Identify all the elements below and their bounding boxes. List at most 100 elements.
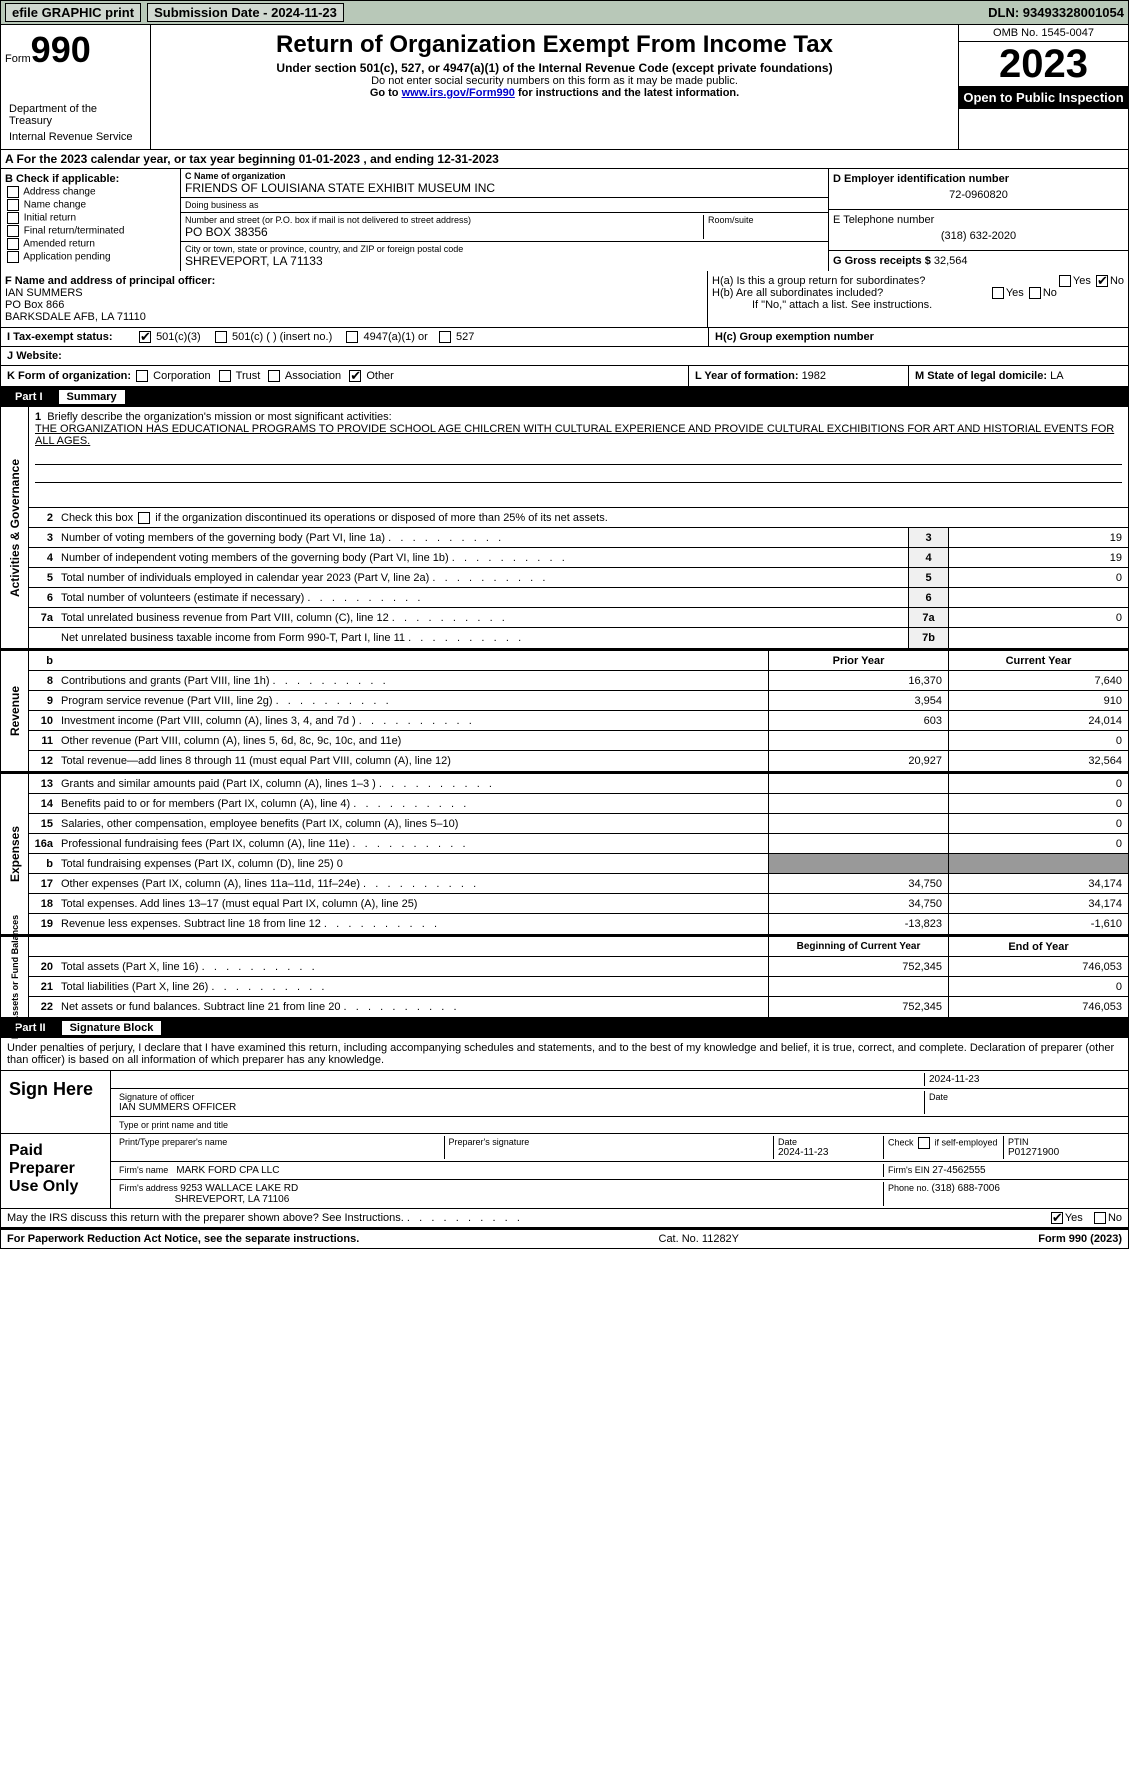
netassets-section: Net Assets or Fund Balances Beginning of… bbox=[0, 935, 1129, 1018]
chk-hb-yes[interactable] bbox=[992, 287, 1004, 299]
omb-number: OMB No. 1545-0047 bbox=[959, 25, 1128, 42]
chk-501c3[interactable] bbox=[139, 331, 151, 343]
header-grid: B Check if applicable: Address change Na… bbox=[0, 169, 1129, 271]
submission-date: Submission Date - 2024-11-23 bbox=[147, 3, 344, 22]
paid-preparer-row: Paid Preparer Use Only Print/Type prepar… bbox=[0, 1134, 1129, 1209]
part1-num: Part I bbox=[7, 391, 51, 403]
form-subtitle: Under section 501(c), 527, or 4947(a)(1)… bbox=[159, 61, 950, 75]
l12-desc: Total revenue—add lines 8 through 11 (mu… bbox=[57, 753, 768, 769]
chk-hb-no[interactable] bbox=[1029, 287, 1041, 299]
firm-addr1: 9253 WALLACE LAKE RD bbox=[180, 1183, 298, 1194]
l19-desc: Revenue less expenses. Subtract line 18 … bbox=[57, 916, 768, 932]
p17: 34,750 bbox=[768, 874, 948, 893]
chk-corp[interactable] bbox=[136, 370, 148, 382]
chk-assoc[interactable] bbox=[268, 370, 280, 382]
row-a-end: 12-31-2023 bbox=[437, 152, 498, 166]
row-a-mid: , and ending bbox=[363, 152, 437, 166]
goto-post: for instructions and the latest informat… bbox=[515, 87, 739, 99]
chk-addr-change[interactable] bbox=[7, 186, 19, 198]
c21: 0 bbox=[948, 977, 1128, 996]
chk-4947[interactable] bbox=[346, 331, 358, 343]
prep-date-lbl: Date bbox=[778, 1137, 879, 1147]
v5: 0 bbox=[948, 568, 1128, 587]
chk-discuss-yes[interactable] bbox=[1051, 1212, 1063, 1224]
c19: -1,610 bbox=[948, 914, 1128, 934]
type-name-lbl: Type or print name and title bbox=[115, 1119, 1124, 1131]
efile-topbar: efile GRAPHIC print Submission Date - 20… bbox=[0, 0, 1129, 25]
dln: DLN: 93493328001054 bbox=[988, 5, 1124, 20]
ssn-warning: Do not enter social security numbers on … bbox=[159, 75, 950, 87]
firm-name-val: MARK FORD CPA LLC bbox=[176, 1165, 279, 1176]
gross-val: 32,564 bbox=[934, 255, 968, 267]
box-m: M State of legal domicile: LA bbox=[908, 366, 1128, 386]
c14: 0 bbox=[948, 794, 1128, 813]
lbl-other: Other bbox=[366, 370, 394, 382]
lbl-ha-no: No bbox=[1110, 275, 1124, 287]
l7b-desc: Net unrelated business taxable income fr… bbox=[57, 630, 908, 646]
org-name-lbl: C Name of organization bbox=[185, 171, 824, 181]
sig-officer-lbl: Signature of officer bbox=[119, 1092, 920, 1102]
lbl-501c3: 501(c)(3) bbox=[156, 331, 201, 343]
p8: 16,370 bbox=[768, 671, 948, 690]
p19: -13,823 bbox=[768, 914, 948, 934]
chk-ha-yes[interactable] bbox=[1059, 275, 1071, 287]
row-a-pre: A For the 2023 calendar year, or tax yea… bbox=[5, 152, 299, 166]
part1-header: Part I Summary bbox=[0, 387, 1129, 407]
l13-desc: Grants and similar amounts paid (Part IX… bbox=[57, 776, 768, 792]
footer-row: For Paperwork Reduction Act Notice, see … bbox=[0, 1228, 1129, 1249]
box-i-opts: 501(c)(3) 501(c) ( ) (insert no.) 4947(a… bbox=[131, 328, 708, 346]
chk-527[interactable] bbox=[439, 331, 451, 343]
firm-ein-lbl: Firm's EIN bbox=[888, 1165, 932, 1175]
l7a-desc: Total unrelated business revenue from Pa… bbox=[57, 610, 908, 626]
l2-desc: Check this box if the organization disco… bbox=[57, 510, 1128, 526]
chk-trust[interactable] bbox=[219, 370, 231, 382]
lbl-ha-yes: Yes bbox=[1073, 275, 1091, 287]
l8-desc: Contributions and grants (Part VIII, lin… bbox=[57, 673, 768, 689]
l16a-desc: Professional fundraising fees (Part IX, … bbox=[57, 836, 768, 852]
l4-desc: Number of independent voting members of … bbox=[57, 550, 908, 566]
chk-amended[interactable] bbox=[7, 238, 19, 250]
ptin-val: P01271900 bbox=[1008, 1147, 1120, 1158]
l1-desc: Briefly describe the organization's miss… bbox=[47, 411, 391, 423]
chk-ha-no[interactable] bbox=[1096, 275, 1108, 287]
c17: 34,174 bbox=[948, 874, 1128, 893]
chk-pending[interactable] bbox=[7, 251, 19, 263]
chk-501c[interactable] bbox=[215, 331, 227, 343]
sig-officer-name: IAN SUMMERS OFFICER bbox=[119, 1102, 920, 1113]
box-f: F Name and address of principal officer:… bbox=[1, 271, 708, 327]
end-year-hdr: End of Year bbox=[948, 937, 1128, 956]
p22: 752,345 bbox=[768, 997, 948, 1017]
p14 bbox=[768, 794, 948, 813]
c9: 910 bbox=[948, 691, 1128, 710]
officer-lbl: F Name and address of principal officer: bbox=[5, 275, 703, 287]
c16b-grey bbox=[948, 854, 1128, 873]
city-val: SHREVEPORT, LA 71133 bbox=[185, 254, 824, 268]
begin-year-hdr: Beginning of Current Year bbox=[768, 937, 948, 956]
c13: 0 bbox=[948, 774, 1128, 793]
chk-discuss-no[interactable] bbox=[1094, 1212, 1106, 1224]
irs-link[interactable]: www.irs.gov/Form990 bbox=[402, 87, 515, 99]
open-to-public: Open to Public Inspection bbox=[959, 86, 1128, 109]
chk-other[interactable] bbox=[349, 370, 361, 382]
l16b-desc: Total fundraising expenses (Part IX, col… bbox=[57, 856, 768, 872]
ha-lbl: H(a) Is this a group return for subordin… bbox=[712, 275, 925, 287]
ein-lbl: D Employer identification number bbox=[833, 173, 1124, 185]
penalty-text: Under penalties of perjury, I declare th… bbox=[0, 1038, 1129, 1071]
chk-initial[interactable] bbox=[7, 212, 19, 224]
lbl-addr-change: Address change bbox=[23, 187, 95, 198]
form-number-cell: Form990 Department of the Treasury Inter… bbox=[1, 25, 151, 149]
prep-chk-lbl: Check if self-employed bbox=[884, 1136, 1004, 1159]
chk-self-employed[interactable] bbox=[918, 1137, 930, 1149]
efile-print-btn[interactable]: efile GRAPHIC print bbox=[5, 3, 141, 22]
lbl-final: Final return/terminated bbox=[24, 226, 125, 237]
chk-final[interactable] bbox=[7, 225, 19, 237]
chk-name-change[interactable] bbox=[7, 199, 19, 211]
firm-addr-lbl: Firm's address bbox=[119, 1183, 180, 1193]
p20: 752,345 bbox=[768, 957, 948, 976]
l22-desc: Net assets or fund balances. Subtract li… bbox=[57, 999, 768, 1015]
p12: 20,927 bbox=[768, 751, 948, 771]
part2-header: Part II Signature Block bbox=[0, 1018, 1129, 1038]
chk-discontinued[interactable] bbox=[138, 512, 150, 524]
prep-name-lbl: Print/Type preparer's name bbox=[119, 1137, 440, 1147]
governance-section: Activities & Governance 1 Briefly descri… bbox=[0, 407, 1129, 649]
